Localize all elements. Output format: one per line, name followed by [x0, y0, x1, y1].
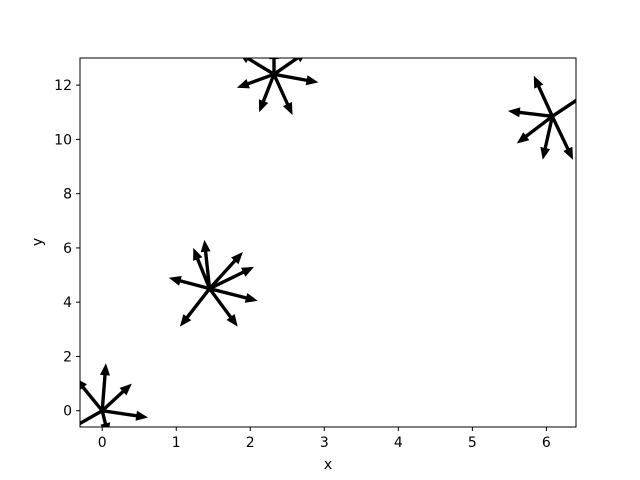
vector-arrow	[273, 72, 319, 86]
y-tick-label: 8	[63, 187, 72, 203]
vector-arrow	[507, 107, 553, 118]
x-tick-label: 4	[394, 435, 403, 451]
vector-arrow	[258, 73, 276, 113]
vector-arrow	[533, 75, 554, 117]
x-axis-ticks: 0 1 2 3 4 5 6	[98, 427, 551, 451]
vector-arrow	[101, 383, 132, 412]
vector-arrow	[236, 72, 275, 89]
vector-arrow	[540, 116, 554, 160]
vector-arrow	[179, 287, 211, 327]
x-tick-label: 5	[468, 435, 477, 451]
vector-arrow	[208, 287, 238, 327]
vector-arrow	[242, 58, 275, 76]
vector-arrow	[550, 115, 573, 160]
y-tick-label: 2	[63, 349, 72, 365]
plot-frame	[79, 57, 577, 428]
vector-arrow	[168, 276, 210, 291]
y-tick-label: 12	[54, 78, 72, 94]
y-axis-label: y	[30, 238, 46, 246]
vector-arrow	[208, 266, 254, 291]
x-tick-label: 3	[320, 435, 329, 451]
vector-arrow	[100, 410, 111, 427]
vector-arrow	[102, 409, 149, 421]
y-tick-label: 10	[54, 132, 72, 148]
vector-arrow	[272, 73, 293, 115]
vector-arrow	[209, 287, 258, 303]
y-tick-label: 4	[63, 295, 72, 311]
vector-arrow	[273, 58, 303, 76]
arrow-layer	[80, 58, 576, 427]
vector-arrow	[516, 115, 554, 144]
vector-arrow	[80, 380, 104, 412]
vector-arrow	[200, 239, 212, 289]
y-tick-label: 6	[63, 241, 72, 257]
vector-arrow	[193, 247, 212, 290]
y-axis-ticks: 0 2 4 6 8 10 12	[54, 78, 80, 420]
vector-arrow	[551, 98, 576, 118]
x-tick-label: 6	[542, 435, 551, 451]
vector-arrow	[208, 252, 243, 290]
vector-arrow	[80, 409, 104, 427]
y-tick-label: 0	[63, 404, 72, 420]
x-tick-label: 0	[98, 435, 107, 451]
x-tick-label: 1	[172, 435, 181, 451]
vector-arrow	[100, 363, 110, 411]
x-tick-label: 2	[246, 435, 255, 451]
vector-arrow	[269, 58, 279, 75]
plot-area	[80, 58, 576, 427]
x-axis-label: x	[324, 457, 332, 473]
